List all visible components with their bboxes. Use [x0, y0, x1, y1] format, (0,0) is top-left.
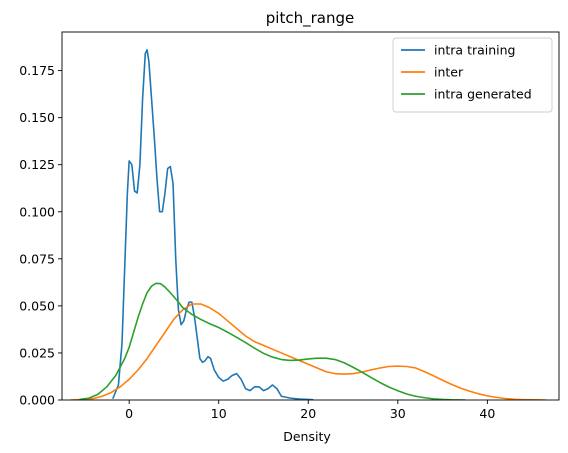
x-tick-label: 40	[479, 406, 495, 421]
legend-label-2: inter	[434, 65, 464, 80]
y-tick-label: 0.175	[19, 63, 55, 78]
legend: intra training inter intra generated	[392, 37, 553, 113]
x-tick-label: 20	[300, 406, 316, 421]
legend-label-3: intra generated	[434, 87, 532, 102]
legend-box	[392, 37, 553, 113]
y-tick-label: 0.050	[19, 298, 55, 313]
y-tick-label: 0.025	[19, 345, 55, 360]
chart-title: pitch_range	[266, 9, 354, 28]
axes-layer: 0 10 20 30 40 0.000 0.025 0.050 0.075 0.100 0.125 0…	[19, 31, 560, 421]
y-tick-label: 0.000	[19, 393, 55, 408]
axes-frame	[61, 31, 560, 401]
x-tick-label: 10	[211, 406, 227, 421]
series-line-2	[70, 303, 547, 400]
x-axis-title: Density	[283, 429, 331, 444]
y-tick-label: 0.125	[19, 157, 55, 172]
y-tick-label: 0.100	[19, 204, 55, 219]
series-line-1	[112, 49, 314, 400]
y-tick-label: 0.075	[19, 251, 55, 266]
x-tick-label: 0	[125, 406, 133, 421]
y-tick-label: 0.150	[19, 110, 55, 125]
series-line-3	[79, 282, 466, 400]
x-tick-label: 30	[390, 406, 406, 421]
legend-label-1: intra training	[434, 43, 516, 58]
series-layer	[70, 49, 547, 400]
